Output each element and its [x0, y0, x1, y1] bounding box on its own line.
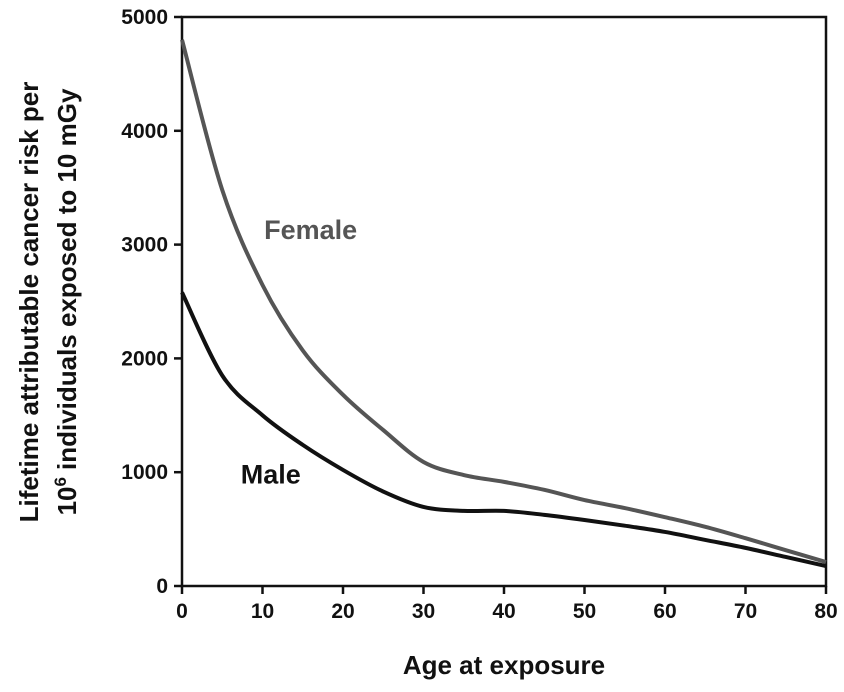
x-tick-label: 20	[331, 600, 354, 623]
y-axis-label: 106 individuals exposed to 10 mGy	[51, 88, 82, 515]
y-tick-label: 2000	[121, 347, 168, 370]
plot-frame	[180, 15, 828, 588]
y-axis-label-rest: individuals exposed to 10 mGy	[52, 88, 82, 470]
x-tick-label: 40	[492, 600, 515, 623]
x-tick-label: 50	[573, 600, 596, 623]
x-tick-label: 80	[814, 600, 837, 623]
series-line	[180, 291, 827, 569]
series-line	[180, 39, 827, 565]
y-axis-label-base: 10	[52, 487, 82, 516]
y-tick-label: 1000	[121, 461, 168, 484]
x-tick-label: 10	[251, 600, 274, 623]
series-label: Male	[241, 460, 301, 490]
x-tick-label: 0	[176, 600, 188, 623]
series-label: Female	[264, 215, 357, 245]
y-axis-label-sup: 6	[51, 477, 70, 486]
x-tick-label: 70	[734, 600, 757, 623]
y-tick-label: 3000	[121, 234, 168, 257]
x-axis-label: Age at exposure	[403, 650, 605, 680]
x-tick-label: 60	[653, 600, 676, 623]
x-tick-label: 30	[412, 600, 435, 623]
y-axis-label: Lifetime attributable cancer risk per	[14, 82, 44, 523]
y-tick-label: 5000	[121, 6, 168, 29]
y-tick-label: 0	[156, 575, 168, 598]
y-tick-label: 4000	[121, 120, 168, 143]
